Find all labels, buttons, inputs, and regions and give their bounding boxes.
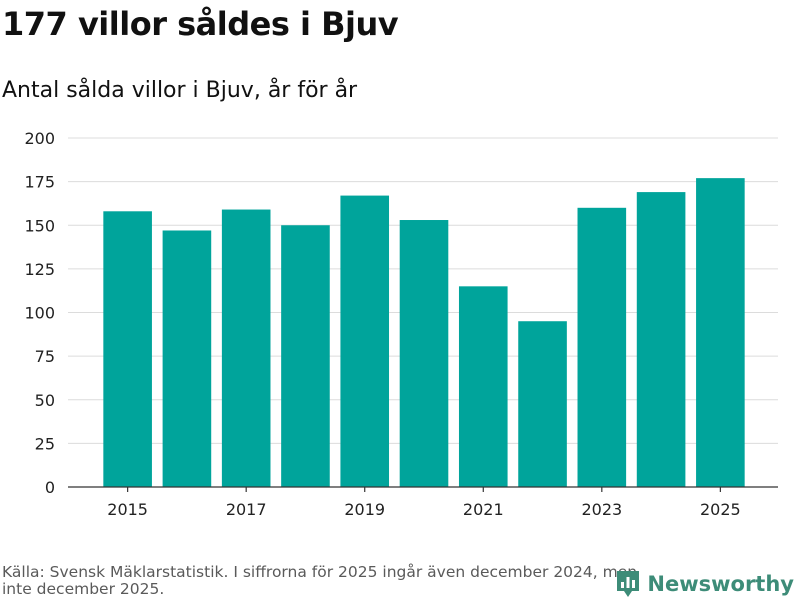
- bar-2023: [577, 207, 627, 488]
- bars: [103, 178, 745, 488]
- x-tick-label: 2021: [463, 500, 504, 519]
- y-tick-label: 100: [24, 304, 55, 323]
- brand-name: Newsworthy: [647, 572, 794, 596]
- y-tick-label: 25: [35, 434, 55, 453]
- bar-2019: [340, 195, 390, 487]
- bar-2015: [103, 211, 152, 488]
- bar-2016: [162, 230, 212, 488]
- x-tick-label: 2023: [581, 500, 622, 519]
- y-tick-label: 0: [45, 478, 55, 497]
- y-tick-label: 175: [24, 173, 55, 192]
- chart-title: 177 villor såldes i Bjuv: [2, 5, 399, 43]
- bar-2025: [696, 178, 745, 487]
- y-tick-label: 125: [24, 260, 55, 279]
- bar-2018: [281, 225, 330, 487]
- x-tick-label: 2015: [107, 500, 148, 519]
- x-axis-tick-labels: 2015 2017 2019 2021 2023 2025: [107, 487, 741, 519]
- bar-2017: [221, 209, 271, 488]
- chart-subtitle: Antal sålda villor i Bjuv, år för år: [2, 78, 358, 103]
- y-tick-label: 150: [24, 216, 55, 235]
- y-tick-label: 200: [24, 129, 55, 148]
- bar-2024: [636, 192, 686, 487]
- x-tick-label: 2025: [700, 500, 741, 519]
- source-note: Källa: Svensk Mäklarstatistik. I siffror…: [2, 563, 638, 598]
- x-tick-label: 2019: [344, 500, 385, 519]
- bar-2020: [399, 220, 449, 487]
- y-tick-label: 75: [35, 347, 55, 366]
- bar-2021: [458, 286, 508, 487]
- bar-2022: [518, 321, 567, 487]
- y-axis-tick-labels: 0 25 50 75 100 125 150 175 200: [24, 129, 55, 497]
- y-tick-label: 50: [35, 391, 55, 410]
- newsworthy-logo-icon: [617, 571, 640, 597]
- x-tick-label: 2017: [226, 500, 267, 519]
- brand-logo: Newsworthy: [615, 568, 794, 600]
